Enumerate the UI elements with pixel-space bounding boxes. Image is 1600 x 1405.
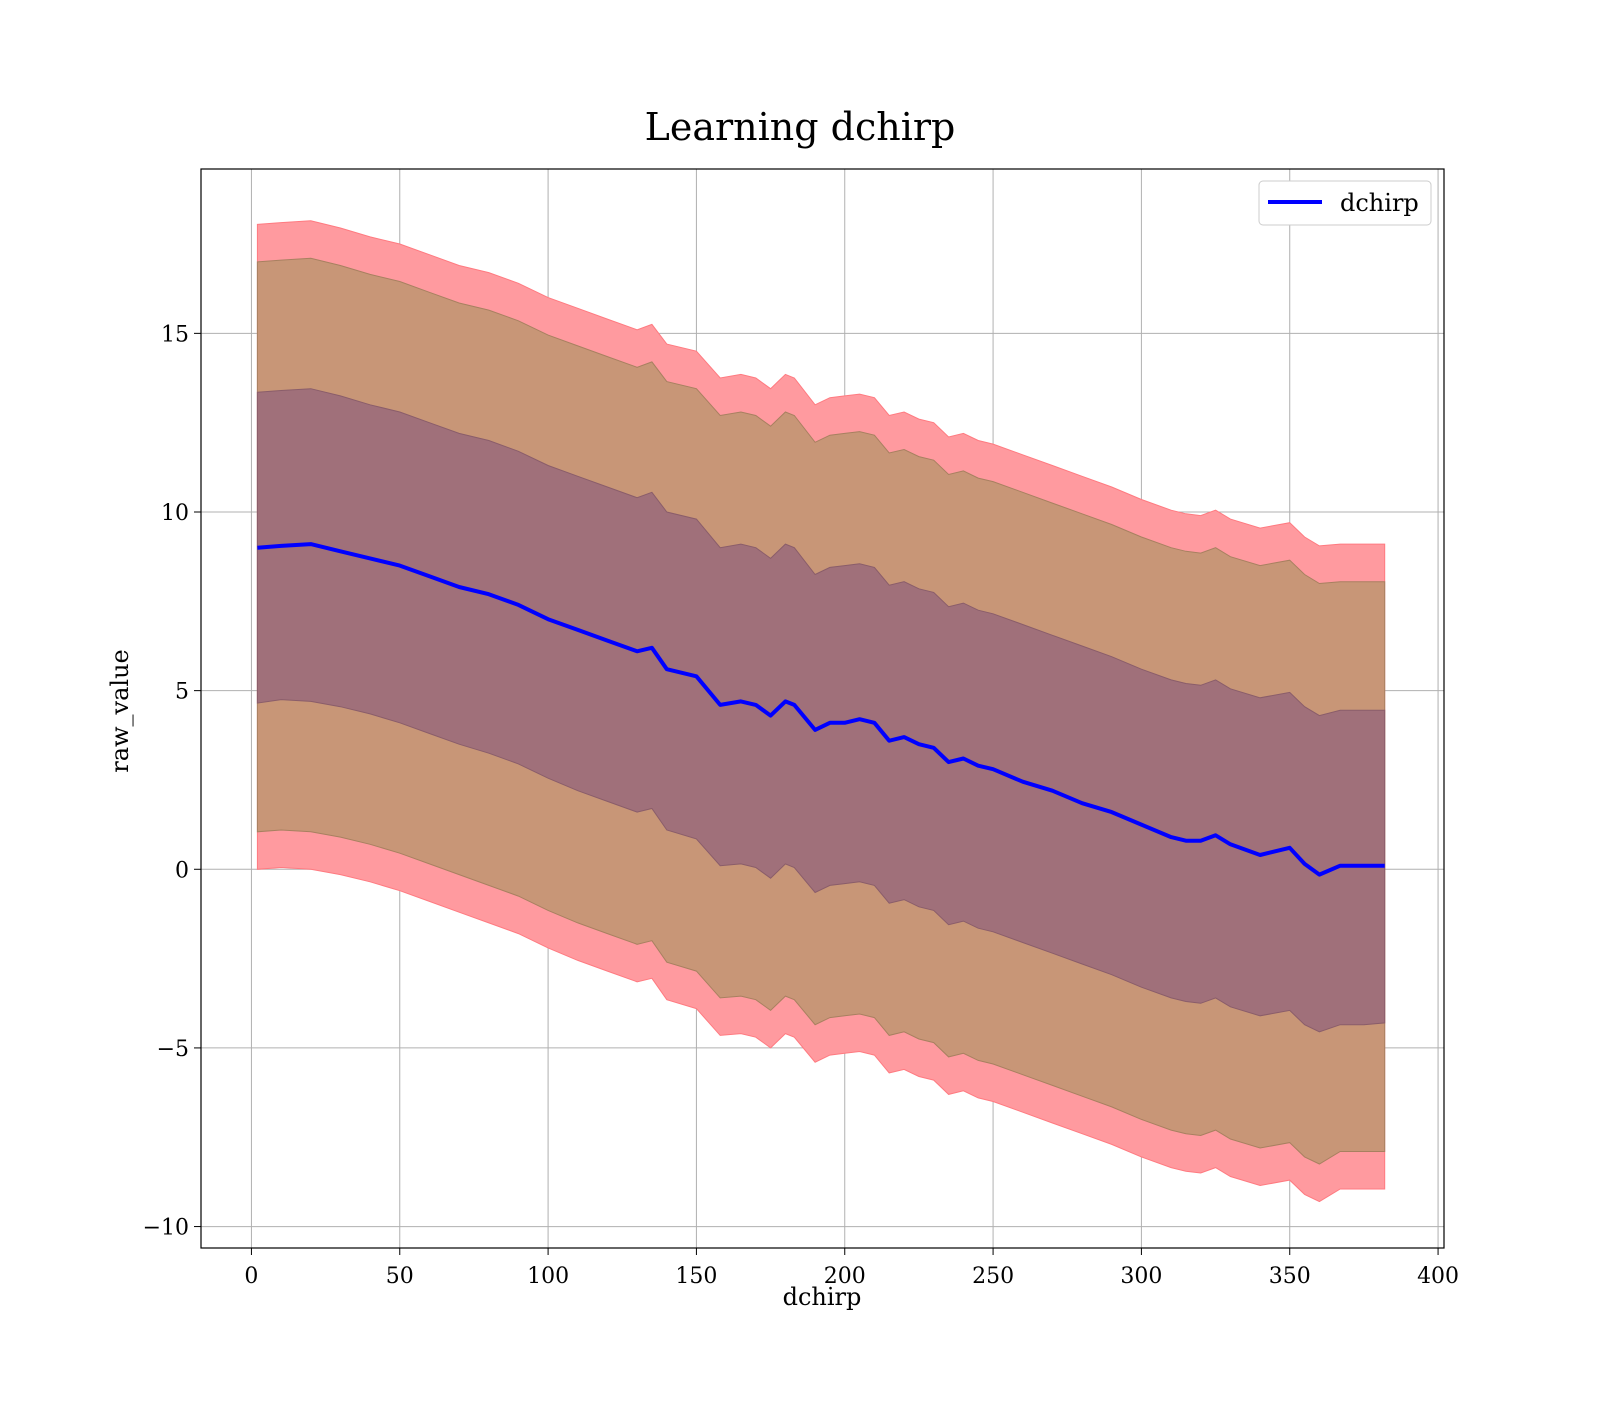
y-axis-label: raw_value (106, 649, 134, 773)
x-tick-label: 400 (1417, 1264, 1459, 1289)
legend: dchirp (1258, 180, 1432, 226)
x-tick-label: 350 (1269, 1264, 1311, 1289)
y-tick-label: 0 (175, 858, 189, 883)
legend-box (1258, 180, 1432, 226)
x-tick-label: 300 (1120, 1264, 1162, 1289)
y-axis-ticks: −10 −5 0 5 10 15 (143, 322, 201, 1241)
x-tick-label: 50 (386, 1264, 414, 1289)
x-tick-label: 0 (244, 1264, 258, 1289)
confidence-bands (256, 220, 1386, 1203)
chart-title: Learning dchirp (645, 105, 956, 149)
y-tick-label: 5 (175, 680, 189, 705)
y-tick-label: −10 (143, 1216, 189, 1241)
y-tick-label: −5 (157, 1037, 189, 1062)
x-axis-ticks: 0 50 100 150 200 250 300 350 400 (244, 1248, 1459, 1289)
plot-frame (200, 168, 1445, 1249)
legend-label-dchirp: dchirp (1340, 189, 1419, 217)
x-tick-label: 200 (824, 1264, 866, 1289)
x-tick-label: 150 (675, 1264, 717, 1289)
series-line-dchirp (257, 542, 1385, 877)
y-tick-label: 10 (161, 501, 189, 526)
x-axis-label: dchirp (783, 1283, 862, 1311)
inner-band (256, 388, 1386, 1033)
x-tick-label: 100 (527, 1264, 569, 1289)
series-lines (257, 542, 1385, 877)
y-tick-label: 15 (161, 322, 189, 347)
x-tick-label: 250 (972, 1264, 1014, 1289)
